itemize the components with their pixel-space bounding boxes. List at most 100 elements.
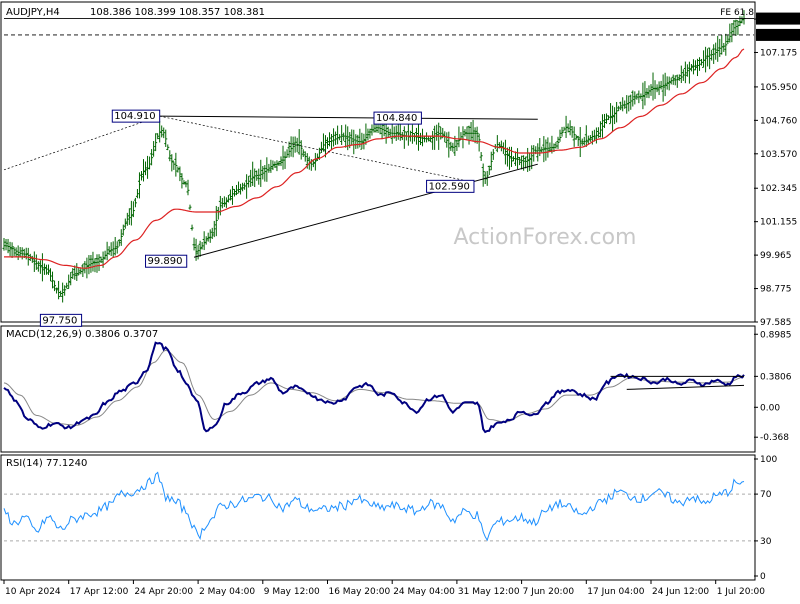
price-bar — [512, 156, 515, 161]
price-bar — [411, 125, 414, 144]
price-bar — [561, 127, 564, 137]
price-bar — [654, 80, 657, 99]
price-bar — [292, 137, 295, 158]
x-tick-label: 7 Jun 20:00 — [523, 587, 575, 597]
price-bar — [688, 62, 691, 84]
macd-line — [4, 343, 744, 432]
price-bar — [583, 137, 586, 146]
price-bar — [282, 146, 285, 170]
price-bar — [595, 127, 598, 143]
price-bar — [134, 198, 137, 207]
price-bar — [694, 60, 697, 70]
price-bar — [69, 272, 72, 285]
x-tick-label: 10 Apr 2024 — [5, 587, 61, 597]
price-bar — [466, 127, 469, 141]
price-tick-label: 99.965 — [760, 251, 792, 261]
price-bar — [690, 64, 693, 71]
price-bar — [148, 157, 151, 170]
price-bar — [643, 81, 646, 105]
price-bar — [635, 94, 638, 100]
price-bar — [611, 106, 614, 132]
price-bar — [112, 241, 115, 257]
price-bar — [61, 283, 64, 303]
price-bar — [166, 144, 169, 150]
price-bar — [170, 154, 173, 171]
price-bar — [722, 43, 725, 52]
price-tick-label: 98.775 — [760, 285, 792, 295]
price-bar — [257, 169, 260, 185]
price-tick-label: 103.570 — [760, 150, 797, 160]
price-bar — [387, 127, 390, 138]
price-bar — [528, 153, 531, 171]
price-bar — [736, 21, 739, 35]
price-bar — [275, 160, 278, 171]
price-flag-label: 108.381 — [760, 16, 797, 26]
low-label: 99.890 — [148, 256, 183, 267]
price-bar — [619, 102, 622, 110]
price-bar — [447, 132, 450, 158]
price-header: AUDJPY,H4 — [6, 7, 60, 18]
price-bar — [142, 159, 145, 181]
price-bar — [79, 268, 82, 275]
price-bar — [152, 141, 155, 157]
price-bar — [352, 130, 355, 154]
price-bar — [724, 34, 727, 56]
price-bar — [217, 207, 220, 220]
price-bar — [684, 62, 687, 84]
price-bar — [516, 148, 519, 169]
price-bar — [399, 123, 402, 140]
price-tick-label: 97.585 — [760, 318, 792, 328]
macd-tick-label: 0.8985 — [760, 330, 792, 340]
x-tick-label: 24 Apr 20:00 — [134, 587, 193, 597]
price-bar — [51, 272, 54, 289]
price-bar — [664, 73, 667, 96]
price-bar — [575, 135, 578, 140]
price-bar — [350, 129, 353, 145]
price-bar — [627, 96, 630, 112]
x-tick-label: 9 May 12:00 — [264, 587, 320, 597]
price-bar — [328, 132, 331, 146]
price-bar — [368, 129, 371, 139]
price-bar — [271, 160, 274, 170]
price-bar — [286, 149, 289, 157]
price-bar — [698, 57, 701, 71]
price-bar — [81, 264, 84, 277]
price-quote: 108.386 108.399 108.357 108.381 — [90, 7, 265, 18]
price-bar — [259, 160, 262, 187]
price-bar — [431, 131, 434, 150]
macd-channel-bottom — [627, 385, 744, 389]
macd-header: MACD(12,26,9) 0.3806 0.3707 — [6, 329, 158, 340]
price-bar — [546, 137, 549, 157]
price-bar — [93, 258, 96, 272]
price-bar — [11, 242, 14, 258]
price-bar — [288, 142, 291, 158]
price-bar — [3, 238, 6, 251]
rsi-tick-label: 70 — [760, 490, 772, 500]
price-bar — [524, 157, 527, 169]
price-bar — [43, 264, 46, 275]
price-bar — [716, 36, 719, 62]
price-bar — [496, 135, 499, 152]
price-bar — [571, 126, 574, 138]
price-bar — [290, 136, 293, 156]
watermark-layer: ActionForex.com — [454, 225, 637, 250]
price-tick-label: 107.175 — [760, 48, 797, 58]
price-bar — [397, 122, 400, 140]
price-bar — [581, 139, 584, 146]
x-tick-label: 31 May 12:00 — [458, 587, 520, 597]
price-bar — [686, 64, 689, 76]
price-bar — [180, 173, 183, 188]
price-bar — [154, 133, 157, 151]
price-bar — [676, 75, 679, 88]
price-bar — [518, 157, 521, 165]
price-bar — [300, 140, 303, 159]
price-bar — [59, 291, 62, 297]
price-bar — [178, 166, 181, 181]
price-bar — [682, 69, 685, 81]
x-tick-label: 2 May 04:00 — [199, 587, 255, 597]
price-bar — [174, 153, 177, 177]
price-bar — [633, 91, 636, 104]
resistance-line — [160, 116, 538, 119]
